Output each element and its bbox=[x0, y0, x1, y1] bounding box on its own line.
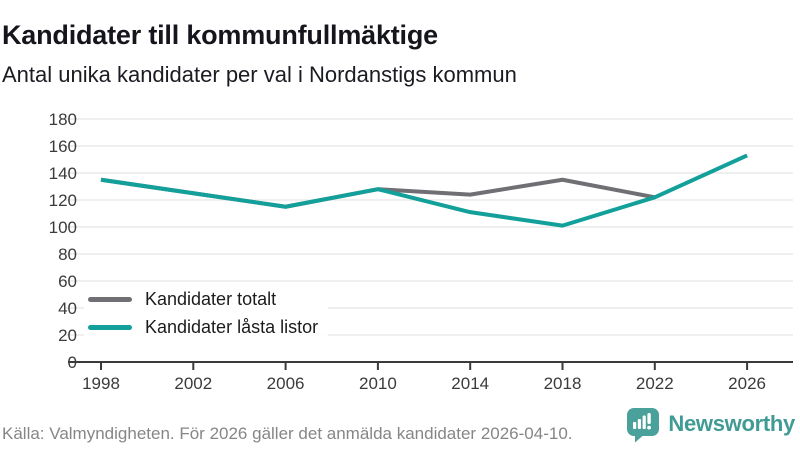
x-axis-tick-label: 2006 bbox=[267, 374, 305, 393]
x-axis-tick-label: 1998 bbox=[82, 374, 120, 393]
x-axis-tick-label: 2014 bbox=[451, 374, 489, 393]
x-axis-tick-label: 2026 bbox=[728, 374, 766, 393]
legend-item-kandidater-lasta-listor: Kandidater låsta listor bbox=[88, 317, 318, 338]
legend-item-kandidater-totalt: Kandidater totalt bbox=[88, 289, 318, 310]
y-axis-tick-label: 60 bbox=[58, 272, 77, 291]
page-title: Kandidater till kommunfullmäktige bbox=[2, 20, 438, 51]
newsworthy-logo: Newsworthy bbox=[625, 405, 795, 443]
legend-label: Kandidater totalt bbox=[145, 289, 277, 309]
source-note: Källa: Valmyndigheten. För 2026 gäller d… bbox=[2, 424, 573, 443]
y-axis-tick-label: 160 bbox=[49, 137, 77, 156]
y-axis-tick-label: 100 bbox=[49, 218, 77, 237]
x-axis-tick-label: 2002 bbox=[174, 374, 212, 393]
series-line-1 bbox=[100, 153, 748, 228]
legend-label: Kandidater låsta listor bbox=[145, 317, 319, 337]
y-axis-tick-label: 180 bbox=[49, 110, 77, 129]
y-axis-tick-label: 120 bbox=[49, 191, 77, 210]
chart-legend: Kandidater totalt Kandidater låsta listo… bbox=[84, 286, 329, 342]
x-axis-tick-label: 2018 bbox=[544, 374, 582, 393]
brand-name: Newsworthy bbox=[668, 411, 795, 436]
x-axis-tick-label: 2022 bbox=[636, 374, 674, 393]
x-axis-tick-label: 2010 bbox=[359, 374, 397, 393]
y-axis-tick-label: 40 bbox=[58, 299, 77, 318]
newsworthy-bubble-chart-icon bbox=[627, 408, 660, 443]
y-axis-tick-label: 80 bbox=[58, 245, 77, 264]
legend-swatch-teal-line bbox=[88, 325, 132, 330]
legend-swatch-gray-line bbox=[88, 297, 132, 302]
y-axis-tick-label: 20 bbox=[58, 326, 77, 345]
chart-subtitle: Antal unika kandidater per val i Nordans… bbox=[2, 62, 517, 87]
y-axis-tick-label: 140 bbox=[49, 164, 77, 183]
